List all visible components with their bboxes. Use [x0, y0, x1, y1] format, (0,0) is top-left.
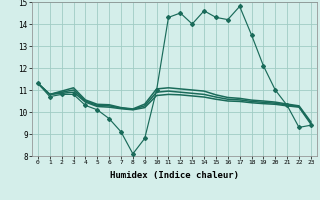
X-axis label: Humidex (Indice chaleur): Humidex (Indice chaleur) — [110, 171, 239, 180]
